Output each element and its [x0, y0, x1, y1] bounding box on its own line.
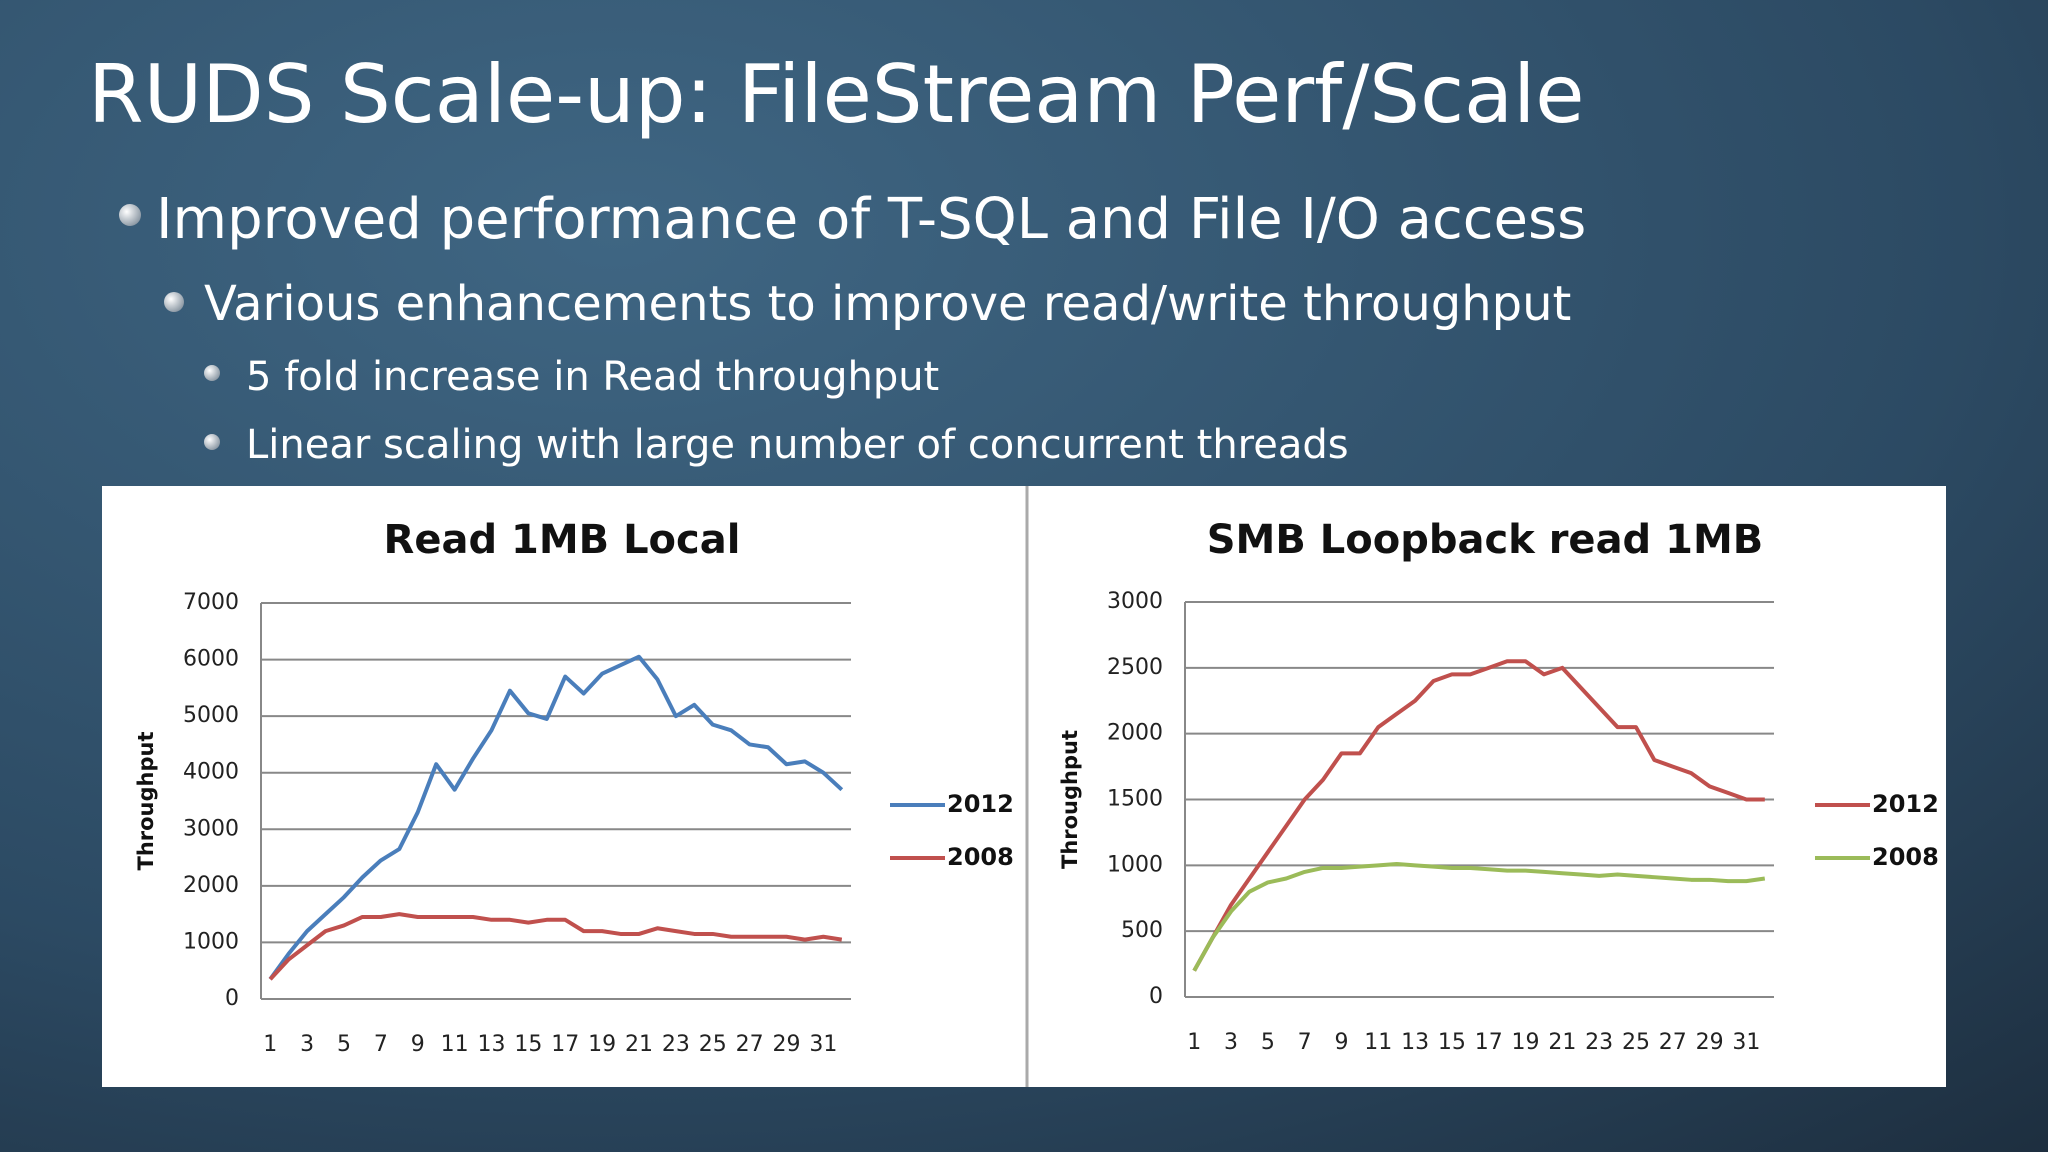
x-tick-label: 9: [1334, 1030, 1348, 1055]
x-tick-label: 11: [1364, 1030, 1392, 1055]
x-tick-label: 15: [1438, 1030, 1466, 1055]
x-tick-label: 17: [1475, 1030, 1503, 1055]
bullet: Various enhancements to improve read/wri…: [204, 276, 1571, 332]
y-axis-label: Throughput: [134, 731, 158, 870]
x-tick-label: 21: [1548, 1030, 1576, 1055]
legend-label: 2012: [1872, 790, 1939, 818]
x-tick-label: 31: [809, 1032, 837, 1057]
data-line: [1192, 659, 1765, 972]
y-tick-label: 3000: [183, 816, 239, 841]
x-tick-label: 11: [441, 1032, 469, 1057]
legend-label: 2008: [1872, 843, 1939, 871]
y-tick-label: 5000: [183, 703, 239, 728]
x-tick-label: 27: [736, 1032, 764, 1057]
x-tick-label: 3: [300, 1032, 314, 1057]
x-tick-label: 31: [1732, 1030, 1760, 1055]
y-tick-label: 2500: [1107, 655, 1163, 680]
x-tick-label: 23: [1585, 1030, 1613, 1055]
x-tick-label: 27: [1659, 1030, 1687, 1055]
x-tick-label: 7: [1298, 1030, 1312, 1055]
x-tick-label: 19: [588, 1032, 616, 1057]
y-tick-label: 2000: [1107, 721, 1163, 746]
data-line: [268, 912, 843, 981]
y-tick-label: 0: [225, 986, 239, 1011]
chart-title: Read 1MB Local: [384, 517, 741, 563]
y-tick-label: 1000: [1107, 852, 1163, 877]
x-tick-label: 1: [1187, 1030, 1201, 1055]
x-tick-label: 25: [699, 1032, 727, 1057]
x-tick-label: 5: [1261, 1030, 1275, 1055]
x-tick-label: 13: [477, 1032, 505, 1057]
y-tick-label: 3000: [1107, 589, 1163, 614]
y-tick-label: 1500: [1107, 787, 1163, 812]
y-tick-label: 4000: [183, 760, 239, 785]
slide-title: RUDS Scale-up: FileStream Perf/Scale: [88, 48, 1585, 141]
bullet: Improved performance of T-SQL and File I…: [156, 187, 1586, 252]
x-tick-label: 3: [1224, 1030, 1238, 1055]
bullet-dot: [204, 365, 220, 381]
bullet-dot: [204, 434, 220, 450]
legend-label: 2008: [947, 843, 1014, 871]
bullet-dot: [119, 204, 141, 226]
x-tick-label: 9: [411, 1032, 425, 1057]
y-tick-label: 500: [1121, 918, 1163, 943]
y-tick-label: 7000: [183, 590, 239, 615]
x-tick-label: 15: [514, 1032, 542, 1057]
data-line: [1192, 862, 1766, 972]
chart-title: SMB Loopback read 1MB: [1207, 517, 1764, 563]
y-tick-label: 6000: [183, 647, 239, 672]
x-tick-label: 23: [662, 1032, 690, 1057]
x-tick-label: 21: [625, 1032, 653, 1057]
legend-label: 2012: [947, 790, 1014, 818]
chart-panel: [102, 486, 1946, 1087]
bullet: 5 fold increase in Read throughput: [246, 354, 939, 400]
x-tick-label: 5: [337, 1032, 351, 1057]
bullet-dot: [164, 292, 184, 312]
y-tick-label: 1000: [183, 929, 239, 954]
x-tick-label: 29: [1696, 1030, 1724, 1055]
x-tick-label: 19: [1512, 1030, 1540, 1055]
x-tick-label: 1: [263, 1032, 277, 1057]
bullet: Linear scaling with large number of conc…: [246, 422, 1349, 468]
data-line: [268, 654, 844, 981]
y-tick-label: 2000: [183, 873, 239, 898]
x-tick-label: 17: [551, 1032, 579, 1057]
x-tick-label: 29: [772, 1032, 800, 1057]
y-tick-label: 0: [1149, 984, 1163, 1009]
x-tick-label: 25: [1622, 1030, 1650, 1055]
x-tick-label: 13: [1401, 1030, 1429, 1055]
x-tick-label: 7: [374, 1032, 388, 1057]
y-axis-label: Throughput: [1058, 730, 1082, 869]
